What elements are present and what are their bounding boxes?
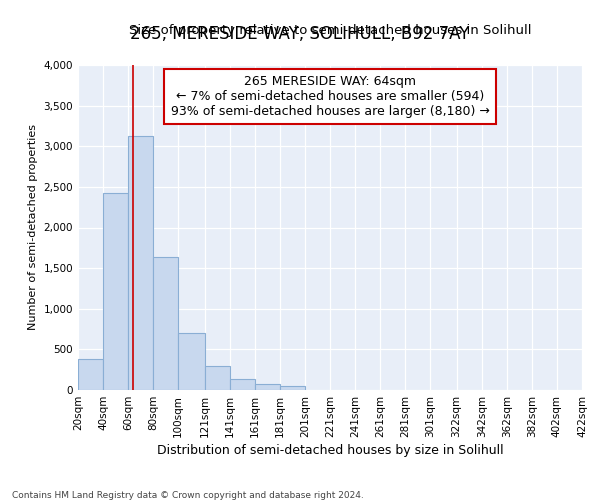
- Bar: [205, 366, 230, 390]
- Bar: [178, 333, 205, 390]
- X-axis label: Distribution of semi-detached houses by size in Solihull: Distribution of semi-detached houses by …: [157, 444, 503, 457]
- Bar: [103, 194, 128, 390]
- Bar: [153, 257, 178, 390]
- Text: 265 MERESIDE WAY: 64sqm
← 7% of semi-detached houses are smaller (594)
93% of se: 265 MERESIDE WAY: 64sqm ← 7% of semi-det…: [170, 74, 490, 118]
- Bar: [128, 136, 153, 390]
- Bar: [280, 386, 305, 390]
- Bar: [255, 384, 280, 390]
- Bar: [230, 378, 255, 390]
- Text: 265, MERESIDE WAY, SOLIHULL, B92 7AY: 265, MERESIDE WAY, SOLIHULL, B92 7AY: [130, 25, 470, 43]
- Bar: [78, 359, 103, 390]
- Text: Contains HM Land Registry data © Crown copyright and database right 2024.: Contains HM Land Registry data © Crown c…: [12, 490, 364, 500]
- Title: Size of property relative to semi-detached houses in Solihull: Size of property relative to semi-detach…: [129, 24, 531, 38]
- Y-axis label: Number of semi-detached properties: Number of semi-detached properties: [28, 124, 38, 330]
